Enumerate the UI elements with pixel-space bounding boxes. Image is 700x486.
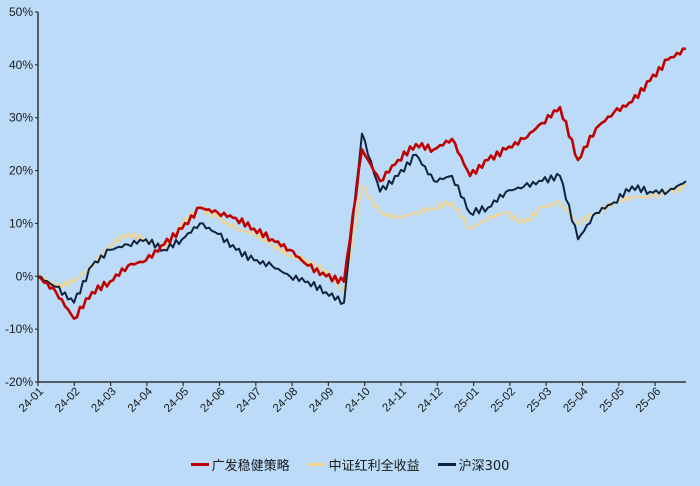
legend-swatch-gold [307, 463, 326, 466]
legend-label: 沪深300 [458, 459, 510, 474]
x-tick-label: 25-01 [452, 386, 481, 415]
x-tick-label: 25-05 [598, 386, 627, 415]
x-tick-label: 24-10 [344, 386, 373, 415]
legend-swatch-red [190, 463, 209, 466]
series-line-0 [37, 47, 687, 320]
series-line-1 [37, 183, 687, 294]
line-chart: 50%40%30%20%10%0%-10%-20% 24-01 24-02 24-0… [5, 5, 687, 415]
x-tick-label: 24-12 [416, 386, 445, 415]
legend-item-guangfa: 广发稳健策略 [190, 455, 290, 474]
x-tick-label: 24-07 [235, 386, 264, 415]
x-tick-label: 25-04 [561, 385, 591, 415]
x-tick-label: 24-11 [380, 386, 409, 415]
legend-swatch-navy [437, 463, 456, 466]
y-tick-label: 40% [9, 58, 33, 72]
x-tick-label: 24-03 [89, 386, 118, 415]
y-tick-label: 0% [16, 269, 34, 283]
legend-item-dividend: 中证红利全收益 [307, 455, 420, 474]
x-tick-label: 24-01 [17, 386, 46, 415]
series-line-2 [37, 132, 687, 305]
y-tick-label: 30% [9, 111, 33, 125]
y-tick-label: -10% [5, 322, 33, 336]
y-tick-label: 10% [9, 216, 33, 230]
x-tick-label: 24-08 [271, 386, 300, 415]
x-tick-label: 24-04 [126, 385, 156, 415]
x-tick-label: 25-03 [525, 386, 554, 415]
y-tick-label: -20% [5, 375, 33, 389]
x-tick-label: 24-05 [162, 386, 191, 415]
legend: 广发稳健策略 中证红利全收益 沪深300 [0, 455, 700, 474]
y-tick-label: 20% [9, 164, 33, 178]
legend-item-csi300: 沪深300 [437, 455, 510, 474]
legend-label: 中证红利全收益 [328, 459, 420, 474]
y-axis-ticks: 50% 40% 30% 20% 10% 0% -10% -20% [5, 5, 38, 389]
y-tick-label: 50% [9, 5, 33, 19]
x-tick-label: 24-06 [198, 386, 227, 415]
legend-label: 广发稳健策略 [211, 459, 290, 474]
x-tick-label: 24-09 [307, 386, 336, 415]
x-axis-ticks: 24-01 24-02 24-03 24-04 24-05 24-06 24-07 24-08… [17, 382, 663, 415]
x-tick-label: 24-02 [53, 386, 82, 415]
x-tick-label: 25-02 [489, 386, 518, 415]
series-lines [37, 47, 687, 320]
x-tick-label: 25-06 [634, 386, 663, 415]
